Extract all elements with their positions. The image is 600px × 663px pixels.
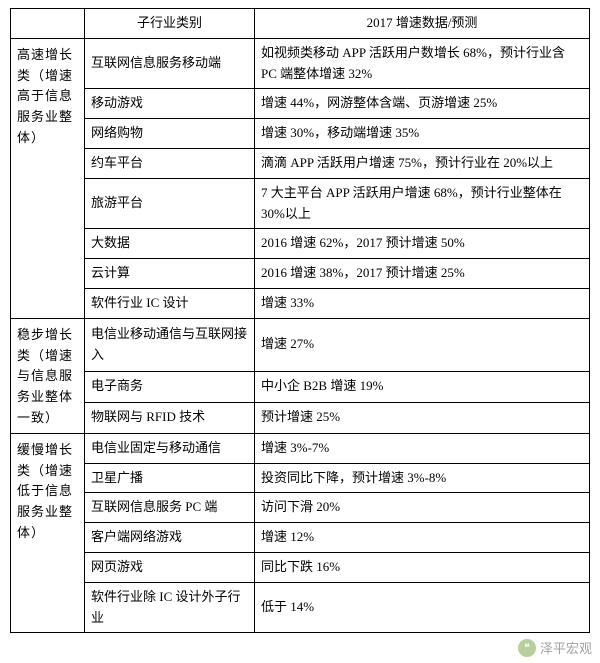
cell-data: 低于 14% [255,582,590,633]
table-row: 卫星广播投资同比下降，预计增速 3%-8% [11,463,590,493]
cell-category: 软件行业除 IC 设计外子行业 [85,582,255,633]
watermark-text: 泽平宏观 [540,638,592,657]
cell-data: 访问下滑 20% [255,493,590,523]
cell-data: 增速 30%，移动端增速 35% [255,119,590,149]
cell-category: 互联网信息服务 PC 端 [85,493,255,523]
cell-category: 云计算 [85,259,255,289]
cell-data: 增速 12% [255,523,590,553]
cell-category: 约车平台 [85,148,255,178]
table-header-row: 子行业类别 2017 增速数据/预测 [11,9,590,39]
table-row: 旅游平台7 大主平台 APP 活跃用户增速 68%，预计行业整体在 30%以上 [11,178,590,229]
table-row: 物联网与 RFID 技术预计增速 25% [11,402,590,433]
cell-data: 增速 3%-7% [255,433,590,463]
group-label: 稳步增长类（增速与信息服务业整体一致） [11,318,85,433]
cell-data: 投资同比下降，预计增速 3%-8% [255,463,590,493]
table-row: 客户端网络游戏增速 12% [11,523,590,553]
table-row: 网页游戏同比下跌 16% [11,552,590,582]
cell-category: 客户端网络游戏 [85,523,255,553]
cell-data: 增速 33% [255,288,590,318]
cell-data: 2016 增速 62%，2017 预计增速 50% [255,229,590,259]
table-row: 移动游戏增速 44%，网游整体含端、页游增速 25% [11,89,590,119]
table-row: 稳步增长类（增速与信息服务业整体一致）电信业移动通信与互联网接入增速 27% [11,318,590,371]
cell-category: 卫星广播 [85,463,255,493]
table-row: 缓慢增长类（增速低于信息服务业整体）电信业固定与移动通信增速 3%-7% [11,433,590,463]
cell-category: 网络购物 [85,119,255,149]
group-label: 高速增长类（增速高于信息服务业整体） [11,38,85,318]
cell-data: 如视频类移动 APP 活跃用户数增长 68%，预计行业含 PC 端整体增速 32… [255,38,590,89]
cell-data: 增速 27% [255,318,590,371]
cell-category: 电信业固定与移动通信 [85,433,255,463]
cell-data: 7 大主平台 APP 活跃用户增速 68%，预计行业整体在 30%以上 [255,178,590,229]
cell-category: 电信业移动通信与互联网接入 [85,318,255,371]
table-row: 网络购物增速 30%，移动端增速 35% [11,119,590,149]
cell-category: 旅游平台 [85,178,255,229]
cell-category: 大数据 [85,229,255,259]
cell-data: 同比下跌 16% [255,552,590,582]
cell-category: 移动游戏 [85,89,255,119]
cell-category: 软件行业 IC 设计 [85,288,255,318]
cell-category: 网页游戏 [85,552,255,582]
cell-data: 预计增速 25% [255,402,590,433]
cell-data: 中小企 B2B 增速 19% [255,371,590,402]
cell-category: 互联网信息服务移动端 [85,38,255,89]
table-row: 互联网信息服务 PC 端访问下滑 20% [11,493,590,523]
industry-growth-table: 子行业类别 2017 增速数据/预测 高速增长类（增速高于信息服务业整体）互联网… [10,8,590,633]
table-row: 软件行业除 IC 设计外子行业低于 14% [11,582,590,633]
cell-data: 2016 增速 38%，2017 预计增速 25% [255,259,590,289]
table-row: 约车平台滴滴 APP 活跃用户增速 75%，预计行业在 20%以上 [11,148,590,178]
watermark: ❝ 泽平宏观 [518,638,592,657]
table-row: 高速增长类（增速高于信息服务业整体）互联网信息服务移动端如视频类移动 APP 活… [11,38,590,89]
header-blank [11,9,85,39]
header-data: 2017 增速数据/预测 [255,9,590,39]
cell-category: 物联网与 RFID 技术 [85,402,255,433]
table-row: 电子商务中小企 B2B 增速 19% [11,371,590,402]
cell-data: 增速 44%，网游整体含端、页游增速 25% [255,89,590,119]
wechat-icon: ❝ [518,639,536,657]
table-row: 大数据2016 增速 62%，2017 预计增速 50% [11,229,590,259]
cell-data: 滴滴 APP 活跃用户增速 75%，预计行业在 20%以上 [255,148,590,178]
cell-category: 电子商务 [85,371,255,402]
header-category: 子行业类别 [85,9,255,39]
group-label: 缓慢增长类（增速低于信息服务业整体） [11,433,85,633]
table-row: 云计算2016 增速 38%，2017 预计增速 25% [11,259,590,289]
table-row: 软件行业 IC 设计增速 33% [11,288,590,318]
